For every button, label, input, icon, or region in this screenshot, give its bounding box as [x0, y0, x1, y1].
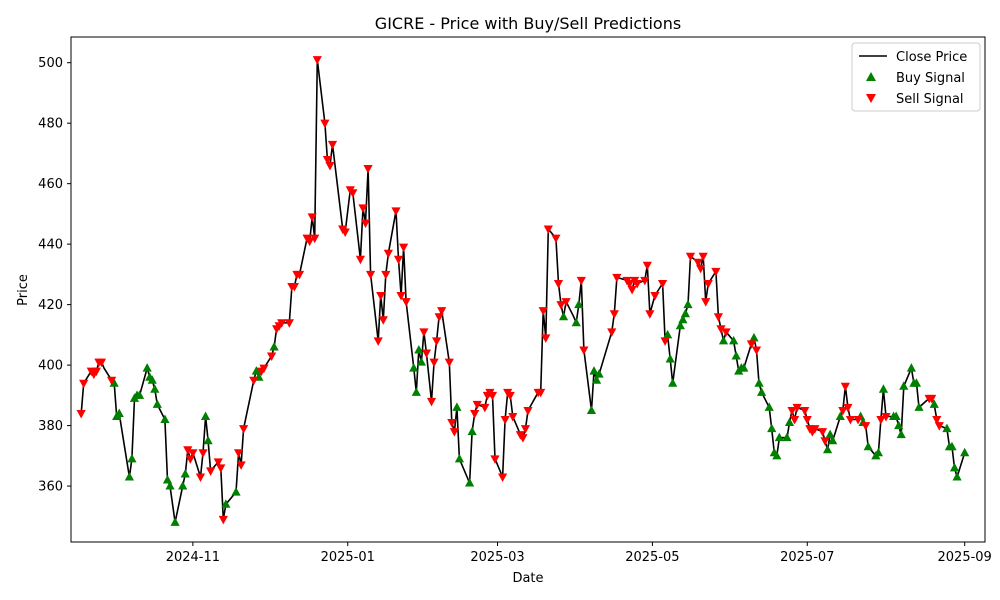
legend-label-sell-signal: Sell Signal: [896, 92, 964, 107]
y-tick-label: 460: [38, 177, 63, 192]
legend-label-buy-signal: Buy Signal: [896, 71, 965, 86]
y-tick-label: 420: [38, 298, 63, 313]
y-axis-label: Price: [16, 274, 31, 306]
x-tick-label: 2025-01: [321, 550, 375, 565]
chart-title: GICRE - Price with Buy/Sell Predictions: [375, 14, 681, 33]
x-tick-label: 2025-09: [938, 550, 992, 565]
y-tick-label: 480: [38, 117, 63, 132]
y-tick-label: 500: [38, 56, 63, 71]
y-tick-label: 440: [38, 238, 63, 253]
x-tick-label: 2025-07: [780, 550, 834, 565]
y-tick-label: 400: [38, 359, 63, 374]
y-tick-label: 380: [38, 419, 63, 434]
x-tick-label: 2025-03: [470, 550, 524, 565]
x-tick-label: 2025-05: [625, 550, 679, 565]
legend: Close Price Buy Signal Sell Signal: [852, 43, 980, 111]
y-tick-label: 360: [38, 480, 63, 495]
legend-label-close-price: Close Price: [896, 50, 967, 65]
x-tick-label: 2024-11: [166, 550, 220, 565]
x-axis-label: Date: [512, 571, 543, 586]
